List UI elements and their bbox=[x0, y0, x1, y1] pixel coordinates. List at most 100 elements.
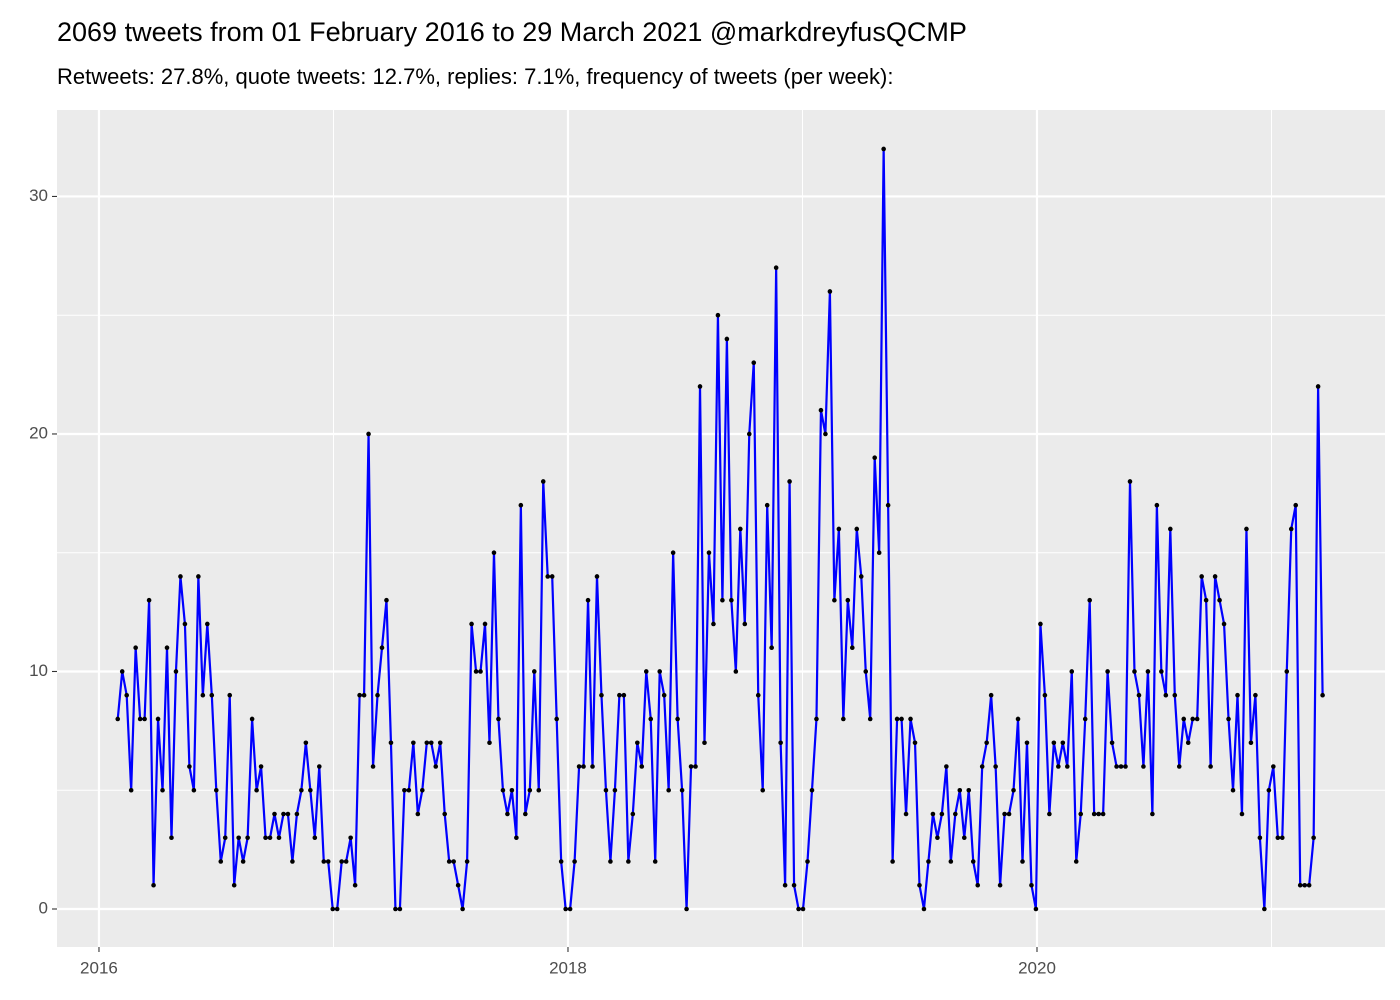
data-point bbox=[1226, 716, 1231, 722]
data-point bbox=[917, 882, 922, 888]
data-point bbox=[536, 787, 542, 793]
data-point bbox=[720, 597, 725, 603]
data-point bbox=[1047, 811, 1052, 817]
data-point bbox=[863, 669, 869, 674]
data-point bbox=[984, 740, 989, 746]
x-tick-label: 2016 bbox=[80, 958, 118, 977]
data-point bbox=[312, 835, 318, 841]
data-point bbox=[1127, 479, 1133, 484]
data-point bbox=[966, 787, 972, 793]
data-point bbox=[478, 669, 483, 674]
chart-title: 2069 tweets from 01 February 2016 to 29 … bbox=[57, 17, 967, 47]
data-point bbox=[191, 787, 197, 793]
data-point bbox=[585, 597, 591, 603]
data-point bbox=[1185, 740, 1191, 746]
data-point bbox=[1051, 740, 1057, 746]
data-point bbox=[1136, 692, 1142, 698]
data-point bbox=[290, 859, 295, 864]
x-tick-label: 2020 bbox=[1018, 958, 1056, 977]
data-point bbox=[518, 502, 524, 508]
data-point bbox=[1244, 526, 1249, 532]
data-point bbox=[124, 692, 129, 698]
data-point bbox=[446, 859, 452, 864]
data-point bbox=[769, 645, 774, 651]
data-point bbox=[348, 835, 353, 841]
data-point bbox=[442, 811, 448, 817]
data-point bbox=[325, 859, 331, 864]
data-point bbox=[1150, 811, 1155, 817]
data-point bbox=[823, 431, 828, 437]
data-point bbox=[267, 835, 273, 841]
data-point bbox=[119, 669, 125, 674]
data-point bbox=[554, 716, 559, 722]
data-point bbox=[1172, 692, 1178, 698]
data-point bbox=[299, 787, 304, 793]
data-point bbox=[1271, 764, 1276, 769]
data-point bbox=[339, 859, 344, 864]
data-point bbox=[1315, 384, 1321, 389]
x-tick-label: 2018 bbox=[549, 958, 587, 977]
data-point bbox=[1176, 764, 1182, 769]
data-point bbox=[205, 621, 210, 627]
data-point bbox=[612, 787, 618, 793]
data-point bbox=[715, 312, 721, 318]
data-point bbox=[1100, 811, 1106, 817]
data-point bbox=[455, 882, 461, 888]
data-point bbox=[827, 289, 833, 294]
data-point bbox=[1266, 787, 1272, 793]
data-point bbox=[693, 764, 698, 769]
data-point bbox=[926, 859, 931, 864]
data-point bbox=[930, 811, 936, 817]
data-point bbox=[899, 716, 904, 722]
data-point bbox=[433, 764, 439, 769]
data-point bbox=[953, 811, 958, 817]
data-point bbox=[912, 740, 918, 746]
data-point bbox=[621, 692, 627, 698]
data-point bbox=[182, 621, 188, 627]
data-point bbox=[343, 859, 349, 864]
data-point bbox=[1297, 882, 1303, 888]
data-point bbox=[948, 859, 954, 864]
data-point bbox=[1288, 526, 1294, 532]
data-point bbox=[272, 811, 277, 817]
data-point bbox=[836, 526, 842, 532]
data-point bbox=[1141, 764, 1146, 769]
data-point bbox=[464, 859, 470, 864]
data-point bbox=[1011, 787, 1016, 793]
data-point bbox=[330, 906, 336, 912]
data-point bbox=[729, 597, 734, 603]
data-point bbox=[375, 692, 380, 698]
data-point bbox=[151, 882, 156, 888]
data-point bbox=[1096, 811, 1101, 817]
data-point bbox=[1015, 716, 1021, 722]
data-point bbox=[666, 787, 671, 793]
data-point bbox=[1203, 597, 1209, 603]
data-point bbox=[935, 835, 940, 841]
data-point bbox=[854, 526, 860, 532]
chart-subtitle: Retweets: 27.8%, quote tweets: 12.7%, re… bbox=[57, 64, 893, 89]
data-point bbox=[437, 740, 443, 746]
data-point bbox=[303, 740, 309, 746]
data-point bbox=[881, 146, 886, 152]
data-point bbox=[500, 787, 506, 793]
data-point bbox=[169, 835, 174, 841]
data-point bbox=[531, 669, 537, 674]
data-point bbox=[814, 716, 819, 722]
data-point bbox=[1069, 669, 1075, 674]
data-point bbox=[1056, 764, 1061, 769]
data-point bbox=[639, 764, 645, 769]
data-point bbox=[778, 740, 783, 746]
data-point bbox=[155, 716, 161, 722]
data-point bbox=[1194, 716, 1200, 722]
data-point bbox=[581, 764, 586, 769]
data-point bbox=[254, 787, 259, 793]
data-point bbox=[1208, 764, 1213, 769]
data-point bbox=[675, 716, 680, 722]
data-point bbox=[527, 787, 533, 793]
data-point bbox=[661, 692, 667, 698]
data-point bbox=[236, 835, 241, 841]
data-point bbox=[1154, 502, 1160, 508]
data-point bbox=[1038, 621, 1043, 627]
data-point bbox=[890, 859, 895, 864]
data-point bbox=[379, 645, 385, 651]
